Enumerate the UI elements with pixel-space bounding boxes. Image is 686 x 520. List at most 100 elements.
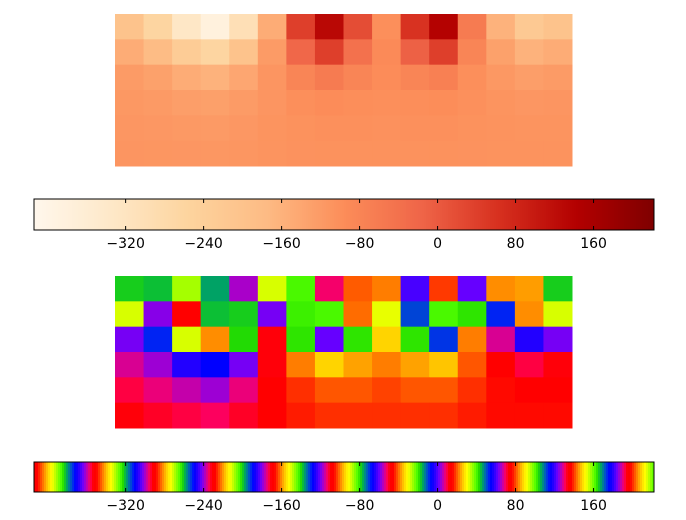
- colorbar-swatch: [422, 199, 425, 230]
- heatmap-cell: [257, 276, 287, 302]
- heatmap-cell: [286, 14, 316, 40]
- colorbar-swatch: [220, 462, 223, 492]
- colorbar-swatch: [112, 199, 115, 230]
- heatmap-cell: [486, 115, 516, 142]
- colorbar-swatch: [130, 462, 133, 492]
- heatmap-cell: [257, 377, 287, 404]
- colorbar-swatch: [268, 462, 271, 492]
- colorbar-swatch: [398, 199, 401, 230]
- heatmap-cell: [286, 402, 316, 429]
- colorbar-swatch: [414, 199, 417, 230]
- colorbar-swatch: [336, 462, 339, 492]
- colorbar-swatch: [594, 199, 597, 230]
- heatmap-cell: [200, 14, 230, 40]
- colorbar-swatch: [532, 199, 535, 230]
- colorbar-swatch: [208, 462, 211, 492]
- colorbar-swatch: [440, 199, 443, 230]
- colorbar-swatch: [254, 462, 257, 492]
- heatmap-cell: [257, 352, 287, 378]
- colorbar-swatch: [536, 462, 539, 492]
- colorbar-swatch: [236, 199, 239, 230]
- colorbar-swatch: [60, 462, 63, 492]
- colorbar-swatch: [576, 462, 579, 492]
- colorbar-swatch: [246, 462, 249, 492]
- colorbar-swatch: [192, 462, 195, 492]
- colorbar-swatch: [448, 462, 451, 492]
- colorbar-swatch: [92, 462, 95, 492]
- colorbar-swatch: [628, 199, 631, 230]
- colorbar-swatch: [186, 462, 189, 492]
- colorbar-swatch: [214, 462, 217, 492]
- heatmap-cell: [343, 377, 373, 404]
- colorbar-swatch: [494, 462, 497, 492]
- colorbar-swatch: [526, 199, 529, 230]
- heatmap-cell: [372, 64, 402, 91]
- heatmap-cell: [486, 402, 516, 429]
- colorbar-swatch: [420, 199, 423, 230]
- colorbar-swatch: [514, 462, 517, 492]
- colorbar-swatch: [520, 462, 523, 492]
- colorbar-swatch: [220, 199, 223, 230]
- colorbar-swatch: [306, 462, 309, 492]
- colorbar-tick-label: −80: [345, 236, 375, 252]
- colorbar-swatch: [400, 462, 403, 492]
- colorbar-swatch: [618, 462, 621, 492]
- heatmap-cell: [286, 276, 316, 302]
- colorbar-swatch: [176, 199, 179, 230]
- colorbar-swatch: [328, 199, 331, 230]
- colorbar-swatch: [402, 199, 405, 230]
- heatmap-cell: [257, 39, 287, 66]
- colorbar-swatch: [246, 199, 249, 230]
- colorbar-swatch: [424, 462, 427, 492]
- colorbar-swatch: [552, 462, 555, 492]
- colorbar-swatch: [524, 199, 527, 230]
- colorbar-swatch: [154, 462, 157, 492]
- colorbar-swatch: [138, 462, 141, 492]
- colorbar-swatch: [174, 462, 177, 492]
- heatmap-cell: [115, 276, 145, 302]
- colorbar-swatch: [380, 199, 383, 230]
- heatmap-cell: [229, 140, 259, 167]
- colorbar-swatch: [158, 199, 161, 230]
- colorbar-swatch: [348, 462, 351, 492]
- colorbar-swatch: [50, 199, 53, 230]
- colorbar-swatch: [218, 199, 221, 230]
- colorbar-swatch: [320, 199, 323, 230]
- colorbar-swatch: [650, 199, 653, 230]
- colorbar-swatch: [68, 462, 71, 492]
- heatmap-cell: [429, 326, 459, 353]
- heatmap-cell: [143, 352, 173, 378]
- colorbar-swatch: [330, 199, 333, 230]
- colorbar-swatch: [378, 462, 381, 492]
- colorbar-swatch: [216, 199, 219, 230]
- colorbar-swatch: [632, 462, 635, 492]
- colorbar-swatch: [390, 462, 393, 492]
- colorbar-swatch: [180, 199, 183, 230]
- heatmap-cell: [314, 402, 344, 429]
- colorbar-swatch: [134, 199, 137, 230]
- colorbar-swatch: [578, 199, 581, 230]
- heatmap-cell: [314, 326, 344, 353]
- colorbar-swatch: [516, 462, 519, 492]
- colorbar-swatch: [318, 199, 321, 230]
- colorbar-swatch: [598, 462, 601, 492]
- colorbar-swatch: [78, 199, 81, 230]
- heatmap-cell: [115, 64, 145, 91]
- colorbar-swatch: [166, 462, 169, 492]
- heatmap-cell: [543, 140, 573, 167]
- colorbar-swatch: [146, 462, 149, 492]
- colorbar-swatch: [292, 199, 295, 230]
- heatmap-cell: [257, 14, 287, 40]
- colorbar-swatch: [518, 462, 521, 492]
- colorbar-swatch: [74, 462, 77, 492]
- heatmap-cell: [486, 64, 516, 91]
- colorbar-swatch: [214, 199, 217, 230]
- colorbar-swatch: [38, 462, 41, 492]
- colorbar-tick-label: −80: [345, 498, 375, 514]
- colorbar-swatch: [550, 199, 553, 230]
- heatmap-cell: [286, 64, 316, 91]
- colorbar-swatch: [140, 199, 143, 230]
- colorbar-swatch: [460, 199, 463, 230]
- colorbar-swatch: [216, 462, 219, 492]
- colorbar-swatch: [64, 199, 67, 230]
